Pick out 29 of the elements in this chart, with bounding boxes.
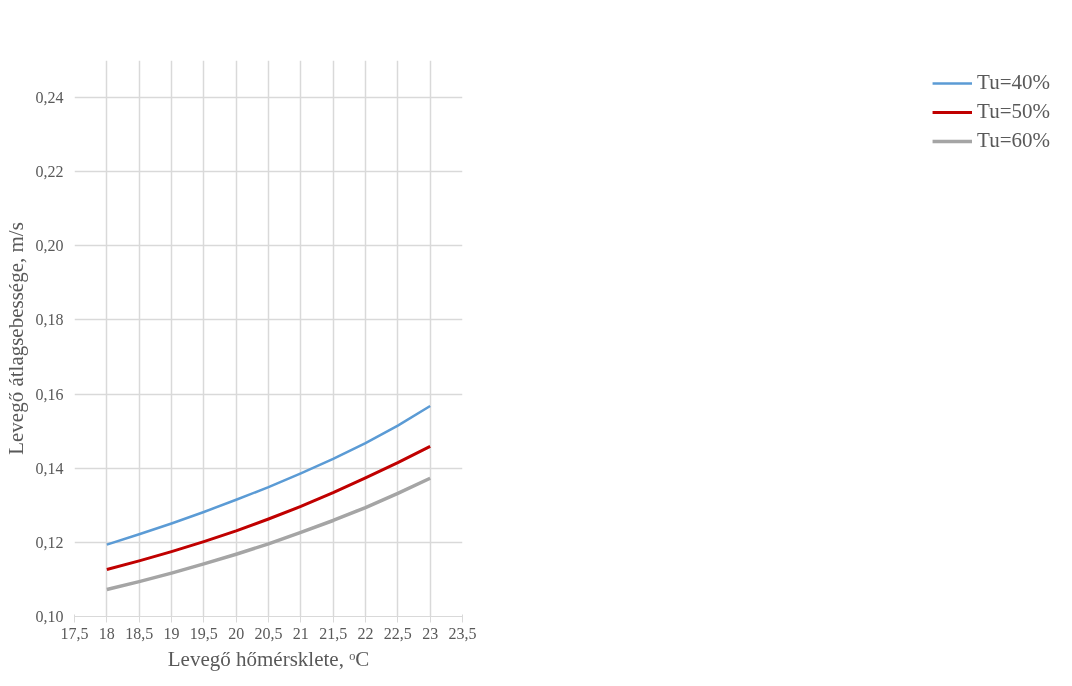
x-tick-label: 23,5	[448, 624, 477, 642]
y-tick-label: 0,16	[35, 385, 64, 403]
y-axis-title: Levegő átlagsebessége, m/s	[3, 222, 28, 455]
x-tick-label: 21,5	[319, 624, 348, 642]
y-tick-label: 0,10	[35, 608, 64, 625]
y-tick-label: 0,18	[35, 311, 64, 329]
y-tick-label: 0,24	[35, 89, 64, 107]
y-tick-label: 0,12	[35, 533, 64, 551]
x-tick-label: 20	[228, 624, 245, 642]
x-tick-label: 22,5	[383, 624, 412, 642]
legend-label: Tu=60%	[977, 128, 1050, 153]
x-tick-label: 19,5	[189, 624, 218, 642]
x-tick-label: 17,5	[60, 624, 89, 642]
y-tick-label: 0,14	[35, 459, 64, 477]
x-tick-label: 20,5	[254, 624, 283, 642]
x-tick-label: 21	[292, 624, 309, 642]
y-tick-label: 0,20	[35, 237, 64, 255]
legend-label: Tu=40%	[977, 70, 1050, 95]
x-tick-label: 18	[98, 624, 115, 642]
x-tick-label: 19	[163, 624, 180, 642]
x-tick-label: 18,5	[125, 624, 154, 642]
x-tick-label: 23	[422, 624, 439, 642]
line-series	[105, 444, 432, 571]
legend-label: Tu=50%	[977, 99, 1050, 124]
y-tick-label: 0,22	[35, 163, 64, 181]
line-series	[105, 404, 432, 546]
line-series	[105, 476, 432, 592]
x-axis-title: Levegő hőmérsklete, ᵒC	[167, 646, 370, 671]
x-tick-label: 22	[357, 624, 374, 642]
